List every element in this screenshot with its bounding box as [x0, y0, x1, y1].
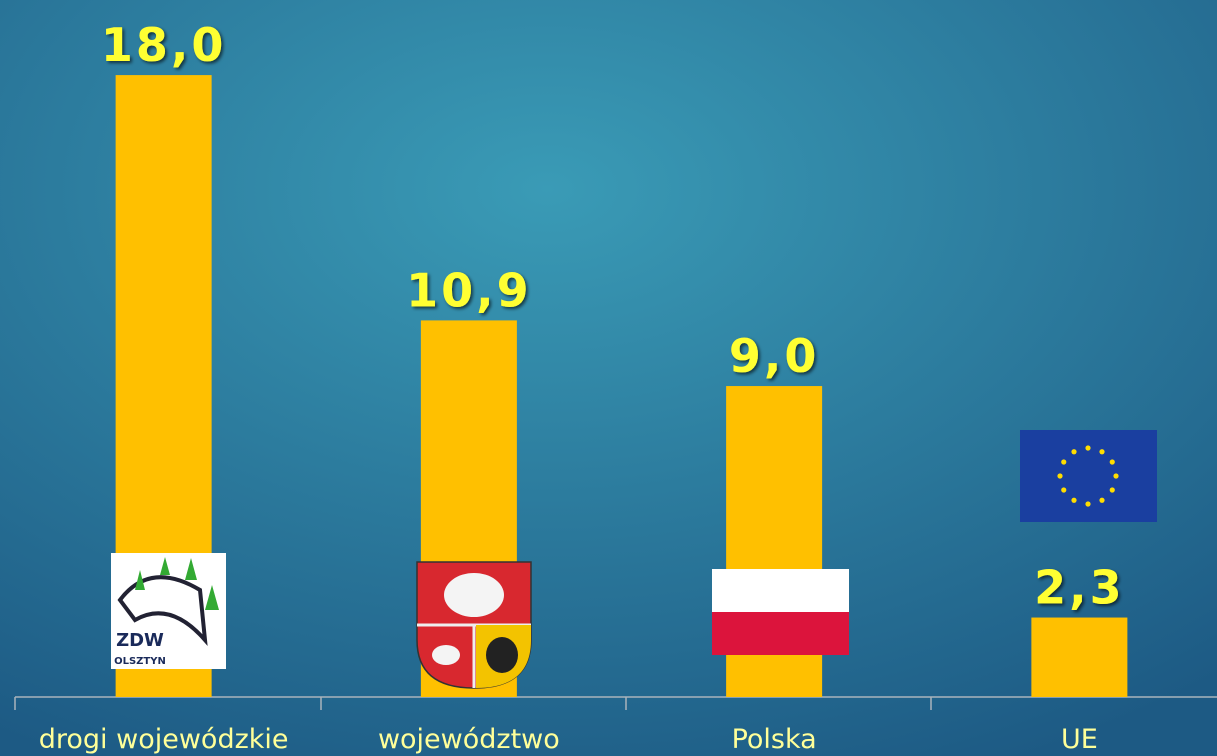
- logo-text: ZDW: [116, 630, 164, 651]
- logo-text: OLSZTYN: [114, 656, 166, 667]
- star: [1099, 497, 1105, 503]
- x-tick-label: drogi wojewódzkie: [39, 724, 289, 755]
- star: [1071, 449, 1077, 455]
- star: [1057, 473, 1063, 479]
- logos: ZDW OLSZTYN: [111, 430, 1157, 689]
- eu-flag: [1020, 430, 1157, 522]
- star: [1061, 487, 1067, 493]
- star: [1109, 459, 1115, 465]
- x-tick-label: UE: [1061, 724, 1098, 755]
- star: [1061, 459, 1067, 465]
- polish-flag: [712, 569, 849, 655]
- x-tick-label: Polska: [732, 724, 817, 755]
- value-label: 2,3: [1034, 561, 1125, 615]
- x-tick-label: województwo: [378, 724, 560, 755]
- star: [1071, 497, 1077, 503]
- star: [1113, 473, 1119, 479]
- star: [1109, 487, 1115, 493]
- star: [1085, 445, 1091, 451]
- bar: [1031, 617, 1128, 697]
- zdw-logo: ZDW OLSZTYN: [111, 553, 226, 669]
- value-label: 9,0: [729, 329, 820, 383]
- star: [1099, 449, 1105, 455]
- category-separators: [14, 697, 932, 710]
- value-label: 18,0: [101, 18, 227, 72]
- value-label: 10,9: [406, 263, 532, 317]
- coat-of-arms: [416, 561, 532, 689]
- star: [1085, 501, 1091, 507]
